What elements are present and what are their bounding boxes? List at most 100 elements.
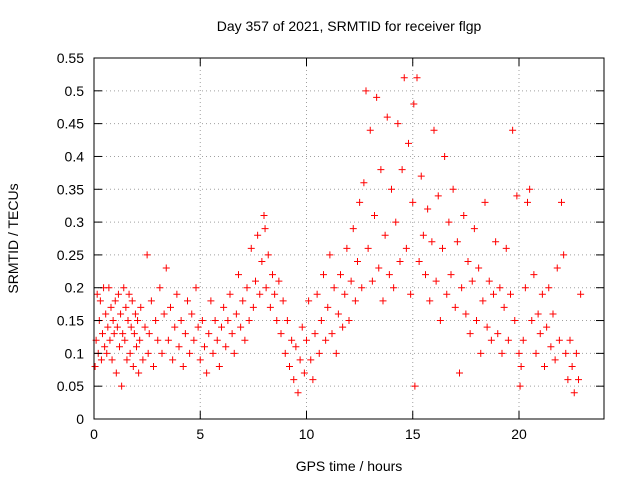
- data-point: [507, 290, 514, 298]
- data-point: [99, 330, 106, 338]
- data-point: [456, 369, 463, 377]
- data-point: [432, 277, 440, 285]
- grid: [94, 58, 604, 419]
- data-point: [341, 290, 349, 298]
- data-point: [553, 264, 561, 272]
- data-point: [422, 271, 429, 279]
- data-point: [243, 284, 251, 292]
- data-point: [143, 251, 151, 259]
- data-point: [410, 100, 418, 108]
- data-point: [543, 323, 551, 331]
- data-point: [390, 284, 398, 292]
- data-point: [194, 323, 202, 331]
- data-point: [129, 362, 137, 370]
- data-point: [405, 139, 412, 147]
- data-point: [392, 218, 400, 226]
- data-point: [458, 284, 466, 292]
- data-point: [496, 284, 504, 292]
- data-point: [167, 303, 174, 311]
- data-point: [534, 310, 542, 318]
- data-point: [320, 271, 327, 279]
- data-point: [449, 185, 457, 193]
- data-point: [411, 382, 419, 390]
- data-point: [568, 362, 576, 370]
- data-point: [213, 336, 221, 344]
- y-tick-label: 0: [76, 411, 84, 427]
- plot-frame: [93, 57, 605, 420]
- y-tick-label: 0.4: [65, 148, 85, 164]
- data-point: [383, 113, 391, 121]
- data-point: [241, 336, 249, 344]
- data-point: [364, 244, 372, 252]
- data-point: [222, 343, 230, 351]
- data-point: [220, 303, 228, 311]
- data-point: [555, 336, 563, 344]
- data-point: [388, 185, 395, 193]
- data-point: [464, 257, 472, 265]
- data-point: [141, 323, 149, 331]
- data-point: [137, 303, 145, 311]
- data-point: [511, 317, 519, 325]
- data-point: [424, 205, 432, 213]
- data-point: [162, 264, 170, 272]
- data-point: [398, 166, 406, 174]
- data-point: [158, 349, 166, 357]
- y-tick-label: 0.25: [57, 247, 84, 263]
- data-point: [209, 349, 217, 357]
- data-point: [558, 198, 565, 206]
- data-point: [103, 349, 111, 357]
- data-point: [203, 369, 211, 377]
- data-point: [368, 277, 376, 285]
- y-tick-label: 0.35: [57, 181, 84, 197]
- data-point: [266, 303, 274, 311]
- data-point: [254, 231, 262, 239]
- data-point: [106, 336, 114, 344]
- data-point: [407, 290, 415, 298]
- data-point: [451, 303, 459, 311]
- axis-ticks: 0 0.05 0.1 0.15 0.2 0.25 0.3 0.35 0.4 0.45 0.5 0.55…: [57, 50, 604, 442]
- data-point: [169, 356, 177, 364]
- data-point: [105, 284, 113, 292]
- data-point: [334, 310, 342, 318]
- data-point: [181, 330, 189, 338]
- data-point: [483, 323, 491, 331]
- data-point: [515, 349, 523, 357]
- data-point: [245, 317, 253, 325]
- data-point: [516, 382, 524, 390]
- data-point: [447, 271, 455, 279]
- data-point: [396, 257, 404, 265]
- data-point: [121, 336, 129, 344]
- data-point: [292, 343, 300, 351]
- data-point: [307, 356, 315, 364]
- data-point: [228, 330, 236, 338]
- data-point: [562, 349, 570, 357]
- data-point: [111, 297, 119, 305]
- data-point: [572, 349, 580, 357]
- data-point: [538, 290, 546, 298]
- data-point: [322, 336, 330, 344]
- data-point: [502, 244, 510, 252]
- data-point: [528, 317, 536, 325]
- data-point: [128, 297, 136, 305]
- data-point: [120, 284, 128, 292]
- data-point: [477, 349, 485, 357]
- data-point: [349, 225, 357, 233]
- data-point: [152, 317, 160, 325]
- data-point: [273, 317, 281, 325]
- data-point: [147, 297, 155, 305]
- data-point: [247, 244, 255, 252]
- data-point: [275, 277, 283, 285]
- data-point: [324, 303, 332, 311]
- data-point: [286, 362, 293, 370]
- data-point: [135, 369, 143, 377]
- x-tick-label: 10: [299, 426, 315, 442]
- data-point: [226, 290, 234, 298]
- data-point: [303, 336, 310, 344]
- data-point: [131, 310, 139, 318]
- data-point: [462, 310, 470, 318]
- data-point: [375, 264, 383, 272]
- data-point: [532, 349, 540, 357]
- y-axis-label: SRMTID / TECUs: [5, 183, 21, 293]
- data-point: [154, 336, 162, 344]
